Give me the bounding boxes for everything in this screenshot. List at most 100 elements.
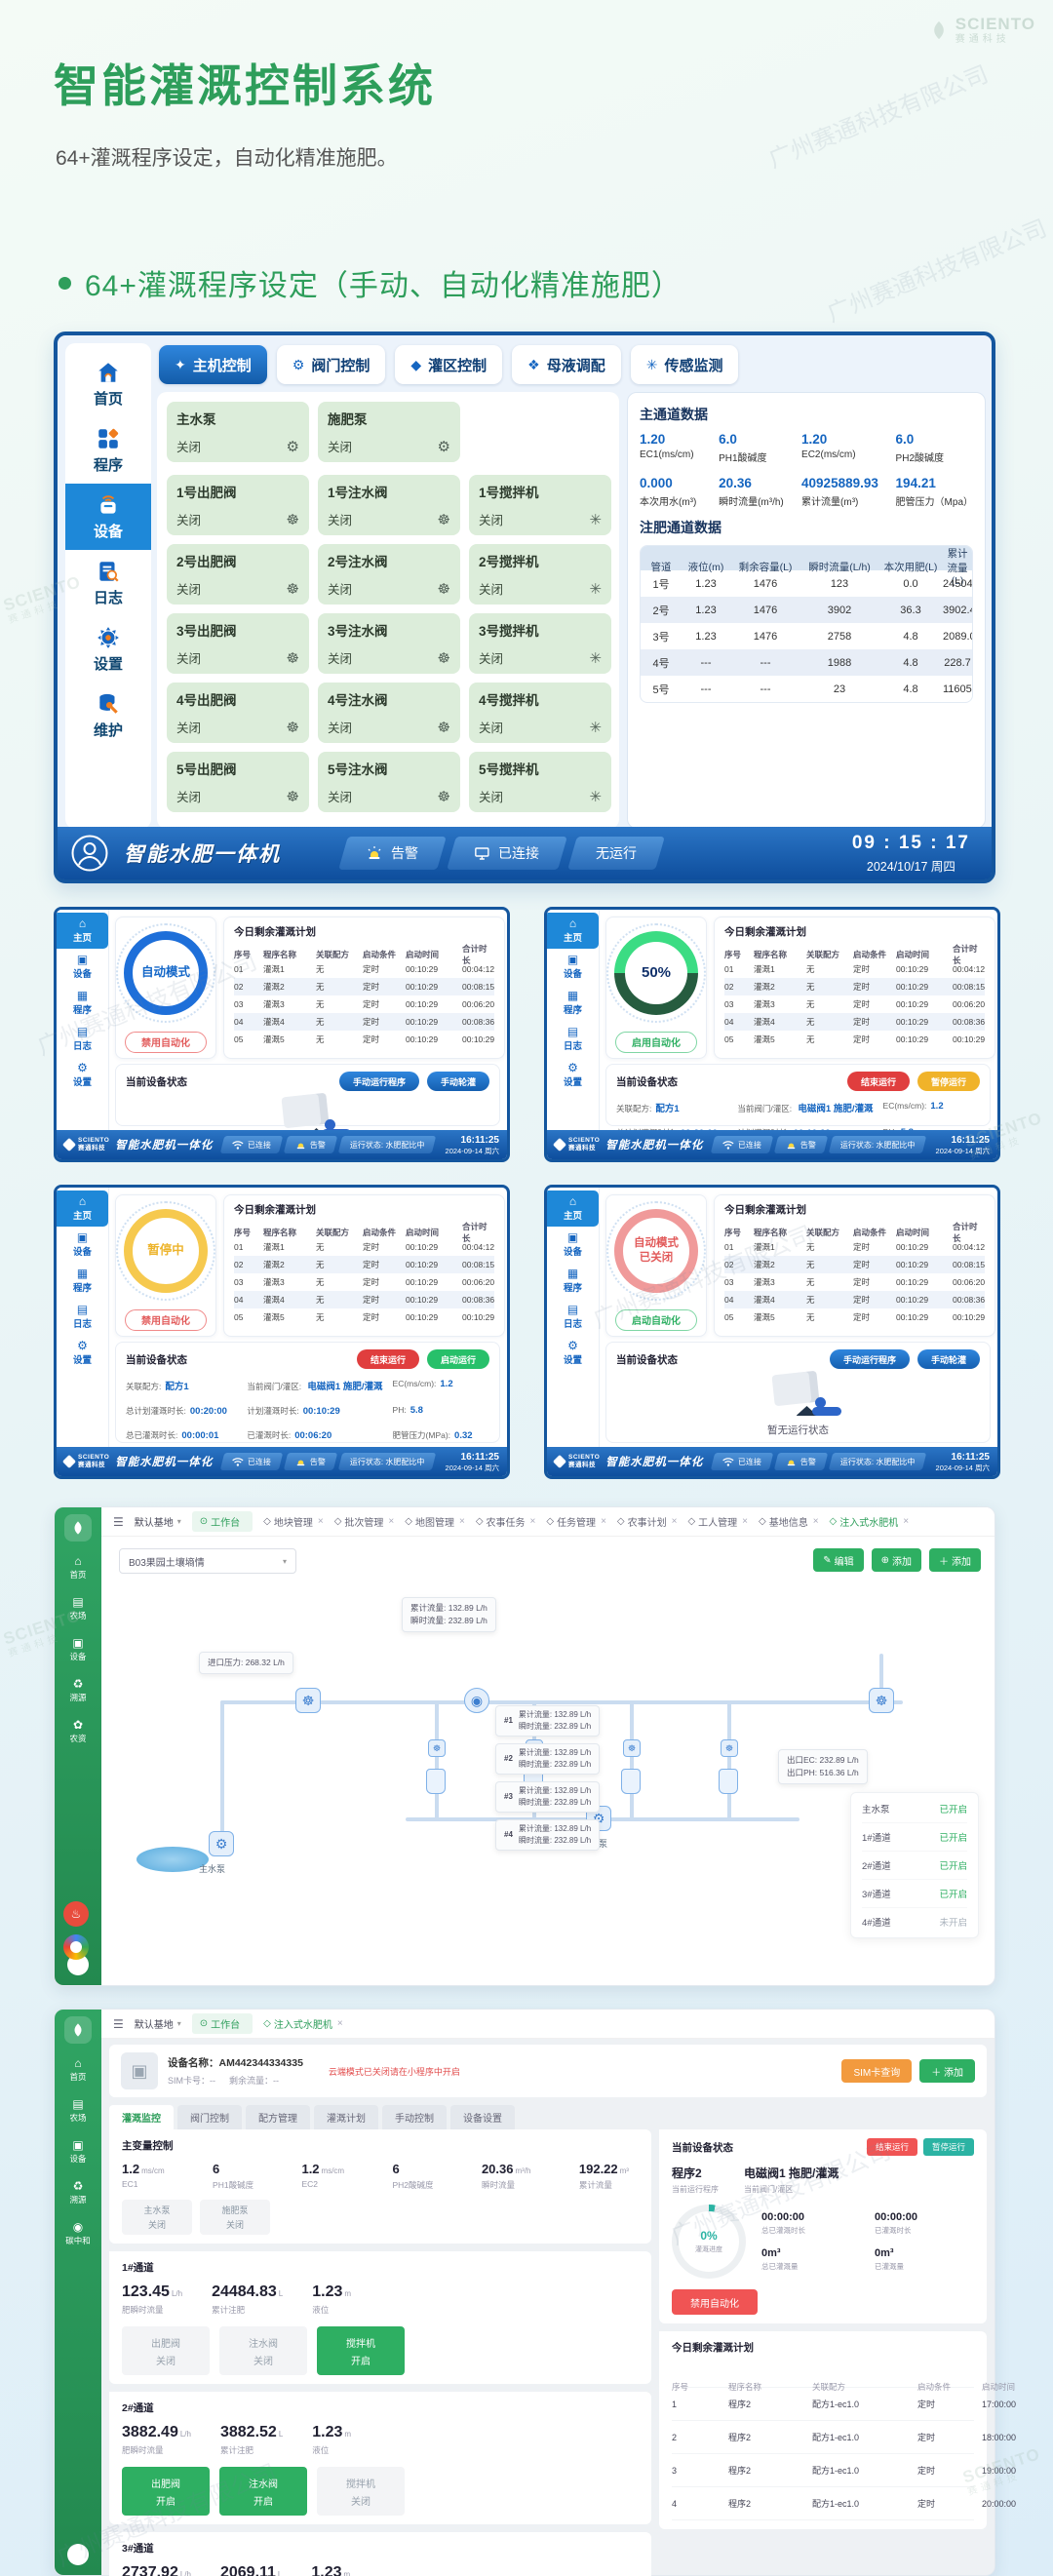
mini-sidebar-item[interactable]: ⌂ 主页: [57, 1190, 108, 1227]
close-icon[interactable]: ×: [458, 1516, 465, 1527]
valve-card[interactable]: 4号出肥阀 关闭 ☸: [167, 683, 309, 743]
pump-toggle-button[interactable]: 施肥泵 关闭: [200, 2200, 270, 2235]
action-button[interactable]: 结束运行: [846, 1072, 910, 1091]
green-sidebar-item[interactable]: ♻ 溯源: [69, 2179, 87, 2205]
sidebar-item-programs[interactable]: 程序: [65, 417, 151, 484]
valve-card[interactable]: 2号出肥阀 关闭 ☸: [167, 544, 309, 605]
mini-sidebar-item[interactable]: ⚙ 设置: [72, 1061, 92, 1088]
device-tab[interactable]: ✦ 主机控制: [159, 345, 267, 384]
green-sidebar-item[interactable]: ✿ 农资: [69, 1718, 87, 1743]
close-icon[interactable]: ×: [742, 1516, 748, 1527]
green-sidebar-item[interactable]: ⌂ 首页: [69, 1554, 87, 1580]
green-sidebar-item[interactable]: ▤ 农场: [69, 2097, 87, 2123]
workspace-tab[interactable]: ◇ 农事任务 ×: [475, 1516, 536, 1529]
mini-sidebar-item[interactable]: ▣ 设备: [563, 1230, 582, 1258]
valve-card[interactable]: 3号出肥阀 关闭 ☸: [167, 613, 309, 674]
connection-chip[interactable]: 已连接: [711, 1136, 774, 1153]
alarm-chip[interactable]: 告警: [338, 837, 447, 870]
device-tab[interactable]: ⚙ 阀门控制: [276, 345, 386, 384]
pump-toggle-button[interactable]: 主水泵 关闭: [122, 2200, 192, 2235]
action-button[interactable]: 手动轮灌: [916, 1349, 980, 1369]
mini-sidebar-item[interactable]: ▤ 日志: [563, 1303, 582, 1330]
mini-sidebar-item[interactable]: ⚙ 设置: [563, 1061, 582, 1088]
workspace-tab[interactable]: ◇ 批次管理 ×: [333, 1516, 395, 1529]
base-selector[interactable]: 默认基地 ▾: [134, 2019, 181, 2031]
flow-meter-icon[interactable]: ◉: [464, 1688, 489, 1713]
water-valve-button[interactable]: 注水阀 开启: [219, 2467, 307, 2516]
monitor-tab[interactable]: 手动控制: [382, 2105, 447, 2129]
connection-chip[interactable]: 已连接: [711, 1453, 774, 1470]
mini-sidebar-item[interactable]: ⚙ 设置: [563, 1339, 582, 1366]
mini-sidebar-item[interactable]: ▤ 日志: [563, 1025, 582, 1052]
connection-chip[interactable]: 已连接: [220, 1136, 284, 1153]
workspace-tab[interactable]: ◇ 注入式水肥机 ×: [263, 2018, 343, 2031]
workspace-tab[interactable]: ◇ 地块管理 ×: [263, 1516, 324, 1529]
monitor-tab[interactable]: 配方管理: [246, 2105, 310, 2129]
valve-card[interactable]: 3号搅拌机 关闭 ✳: [469, 613, 611, 674]
valve-card[interactable]: 5号出肥阀 关闭 ☸: [167, 752, 309, 812]
inlet-valve-icon[interactable]: ☸: [295, 1688, 321, 1713]
mini-sidebar-item[interactable]: ⌂ 主页: [547, 1190, 599, 1227]
valve-card[interactable]: 2号搅拌机 关闭 ✳: [469, 544, 611, 605]
sidebar-item-devices[interactable]: 设备: [65, 484, 151, 550]
workspace-tab[interactable]: ◇ 基地信息 ×: [759, 1516, 819, 1529]
disable-automation-button[interactable]: 禁用自动化: [672, 2289, 758, 2315]
mini-sidebar-item[interactable]: ▦ 程序: [72, 989, 92, 1016]
workspace-tab[interactable]: ⊙ 工作台: [191, 2013, 254, 2034]
pump-card[interactable]: 施肥泵 关闭 ⚙: [318, 402, 460, 462]
mixer-button[interactable]: 搅拌机 开启: [317, 2326, 405, 2375]
valve-card[interactable]: 4号注水阀 关闭 ☸: [318, 683, 460, 743]
green-sidebar-item[interactable]: ◉ 碳中和: [65, 2220, 91, 2245]
workspace-tab[interactable]: ◇ 任务管理 ×: [546, 1516, 606, 1529]
status-chip-button[interactable]: 结束运行: [866, 2138, 917, 2156]
green-sidebar-item[interactable]: ▣ 设备: [69, 1636, 87, 1661]
mini-sidebar-item[interactable]: ▤ 日志: [72, 1303, 92, 1330]
add-button[interactable]: ＋添加: [929, 1548, 981, 1572]
close-icon[interactable]: ×: [903, 1516, 910, 1527]
channel-valve-icon[interactable]: ☸: [623, 1739, 641, 1757]
close-icon[interactable]: ×: [317, 1516, 324, 1527]
avatar[interactable]: [67, 2544, 89, 2565]
notification-float-button[interactable]: ♨: [63, 1901, 89, 1927]
water-valve-button[interactable]: 注水阀 关闭: [219, 2326, 307, 2375]
mini-sidebar-item[interactable]: ⌂ 主页: [57, 913, 108, 949]
mini-sidebar-item[interactable]: ▣ 设备: [72, 1230, 92, 1258]
close-icon[interactable]: ×: [529, 1516, 536, 1527]
action-button[interactable]: 暂停运行: [916, 1072, 980, 1091]
monitor-tab[interactable]: 灌溉监控: [109, 2105, 174, 2129]
main-pump-icon[interactable]: ⚙: [209, 1831, 234, 1856]
mini-sidebar-item[interactable]: ▦ 程序: [72, 1267, 92, 1294]
green-sidebar-item[interactable]: ♻ 溯源: [69, 1677, 87, 1702]
scene-select[interactable]: B03果园土壤墒情 ▾: [119, 1548, 296, 1574]
action-button[interactable]: 手动运行程序: [829, 1349, 910, 1369]
workspace-tab[interactable]: ⊙ 工作台: [191, 1511, 254, 1532]
channel-valve-icon[interactable]: ☸: [428, 1739, 446, 1757]
enable-automation-button[interactable]: 启用自动化: [615, 1031, 697, 1053]
start-automation-button[interactable]: 启动自动化: [615, 1308, 697, 1331]
valve-card[interactable]: 4号搅拌机 关闭 ✳: [469, 683, 611, 743]
toolbar-button[interactable]: ＋ 添加: [919, 2059, 975, 2083]
edit-button[interactable]: ✎ 编辑: [813, 1548, 864, 1572]
alarm-chip[interactable]: 告警: [774, 1136, 829, 1153]
valve-card[interactable]: 1号出肥阀 关闭 ☸: [167, 475, 309, 535]
mini-sidebar-item[interactable]: ⚙ 设置: [72, 1339, 92, 1366]
connection-chip[interactable]: 已连接: [447, 837, 567, 870]
action-button[interactable]: 结束运行: [356, 1349, 419, 1369]
mixer-button[interactable]: 搅拌机 关闭: [317, 2467, 405, 2516]
workspace-tab[interactable]: ◇ 农事计划 ×: [616, 1516, 678, 1529]
avatar[interactable]: [71, 835, 108, 872]
sidebar-item-settings[interactable]: 设置: [65, 616, 151, 683]
close-icon[interactable]: ×: [671, 1516, 678, 1527]
pressure-valve-icon[interactable]: ☸: [869, 1688, 894, 1713]
valve-card[interactable]: 1号注水阀 关闭 ☸: [318, 475, 460, 535]
monitor-tab[interactable]: 阀门控制: [177, 2105, 242, 2129]
device-tab[interactable]: ◆ 灌区控制: [395, 345, 503, 384]
channel-valve-icon[interactable]: ☸: [721, 1739, 738, 1757]
workspace-tab[interactable]: ◇ 注入式水肥机 ×: [829, 1516, 910, 1529]
valve-card[interactable]: 5号搅拌机 关闭 ✳: [469, 752, 611, 812]
alarm-chip[interactable]: 告警: [284, 1453, 338, 1470]
close-icon[interactable]: ×: [388, 1516, 395, 1527]
disable-automation-button[interactable]: 禁用自动化: [125, 1031, 207, 1053]
monitor-tab[interactable]: 设备设置: [450, 2105, 515, 2129]
sidebar-item-logs[interactable]: 日志: [65, 550, 151, 616]
